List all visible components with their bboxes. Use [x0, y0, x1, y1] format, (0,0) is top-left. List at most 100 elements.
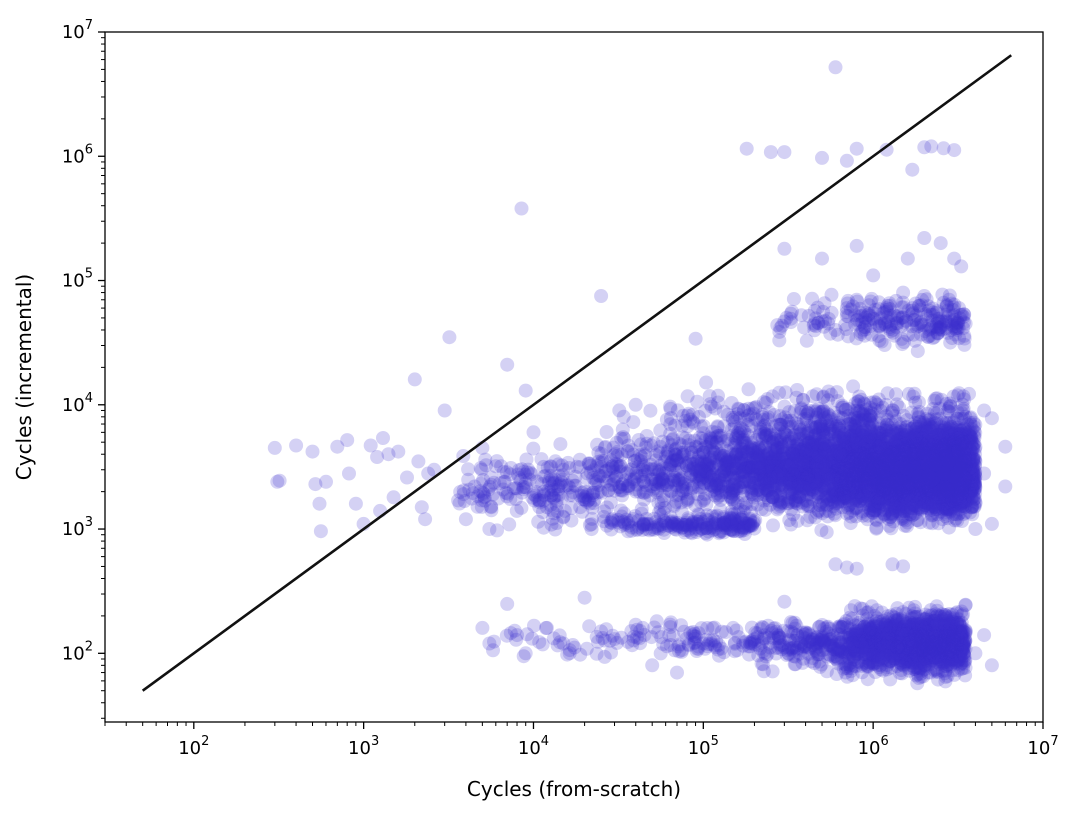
data-point	[682, 455, 697, 469]
data-point	[736, 456, 751, 471]
data-point	[738, 474, 753, 489]
data-point	[859, 441, 874, 456]
data-point	[792, 486, 807, 501]
data-point	[951, 493, 966, 508]
data-point	[913, 464, 928, 479]
data-point	[925, 452, 940, 467]
data-point	[855, 448, 870, 462]
data-point	[603, 495, 618, 510]
data-point	[840, 491, 854, 506]
data-point	[939, 439, 954, 454]
data-point	[902, 481, 917, 496]
data-point	[755, 437, 770, 452]
data-point	[922, 450, 936, 465]
data-point	[963, 443, 978, 457]
data-point	[871, 452, 886, 467]
data-point	[769, 460, 784, 475]
data-point	[845, 482, 860, 497]
data-point	[784, 453, 798, 468]
data-point	[773, 440, 788, 455]
data-point	[758, 426, 772, 441]
data-point	[939, 464, 954, 479]
data-point	[865, 484, 880, 499]
data-point	[782, 458, 797, 473]
data-point	[961, 477, 976, 492]
data-point	[693, 467, 708, 482]
data-point	[929, 473, 944, 488]
data-point	[726, 447, 741, 462]
data-point	[871, 479, 886, 494]
data-point	[909, 477, 924, 492]
data-point	[880, 492, 895, 507]
data-point	[856, 456, 871, 471]
data-point	[699, 466, 714, 481]
data-point	[675, 486, 689, 501]
data-point	[678, 477, 693, 492]
data-point	[684, 456, 699, 471]
data-point	[891, 453, 906, 468]
data-point	[940, 456, 955, 471]
data-point	[723, 467, 738, 482]
data-point	[639, 484, 654, 499]
data-point	[662, 462, 677, 477]
data-point	[769, 473, 784, 488]
data-point	[881, 469, 896, 483]
data-point	[748, 470, 763, 485]
data-point	[630, 477, 644, 492]
data-point	[868, 451, 883, 466]
data-point	[838, 477, 853, 492]
data-point	[872, 456, 887, 471]
data-point	[744, 440, 759, 455]
data-point	[853, 466, 868, 481]
data-point	[831, 476, 846, 491]
data-point	[951, 507, 966, 522]
data-point	[757, 470, 772, 485]
data-point	[813, 446, 828, 461]
data-point	[750, 468, 765, 482]
data-point	[716, 449, 731, 464]
data-point	[956, 436, 971, 451]
data-point	[841, 447, 856, 462]
data-point	[815, 466, 830, 481]
data-point	[939, 449, 954, 464]
data-point	[791, 467, 806, 482]
data-point	[594, 455, 609, 470]
data-point	[808, 476, 823, 491]
data-point	[920, 466, 935, 481]
data-point	[790, 433, 804, 447]
data-point	[891, 476, 906, 491]
data-point	[832, 484, 847, 499]
data-point	[946, 478, 961, 493]
data-point	[668, 453, 683, 467]
data-point	[615, 483, 630, 497]
data-point	[893, 484, 908, 499]
data-point	[842, 480, 857, 495]
data-point	[652, 475, 667, 490]
data-point	[850, 465, 865, 480]
data-point	[666, 518, 681, 533]
data-point	[812, 474, 827, 489]
data-point	[935, 475, 950, 490]
data-point	[858, 482, 873, 497]
data-point	[947, 448, 962, 463]
data-point	[914, 474, 929, 489]
data-point	[614, 431, 629, 446]
data-point	[717, 463, 732, 478]
data-point	[702, 461, 717, 476]
data-point	[556, 509, 571, 524]
data-point	[812, 497, 827, 512]
data-point	[887, 462, 902, 477]
data-point	[723, 510, 738, 525]
data-point	[941, 447, 955, 462]
data-point	[888, 486, 903, 501]
data-point	[473, 461, 488, 476]
data-point	[874, 444, 889, 458]
data-point	[671, 487, 686, 502]
data-point	[784, 475, 799, 490]
data-point	[746, 464, 761, 478]
data-point	[927, 456, 942, 471]
data-point	[928, 494, 943, 509]
data-point	[830, 461, 845, 476]
data-point	[769, 461, 784, 476]
